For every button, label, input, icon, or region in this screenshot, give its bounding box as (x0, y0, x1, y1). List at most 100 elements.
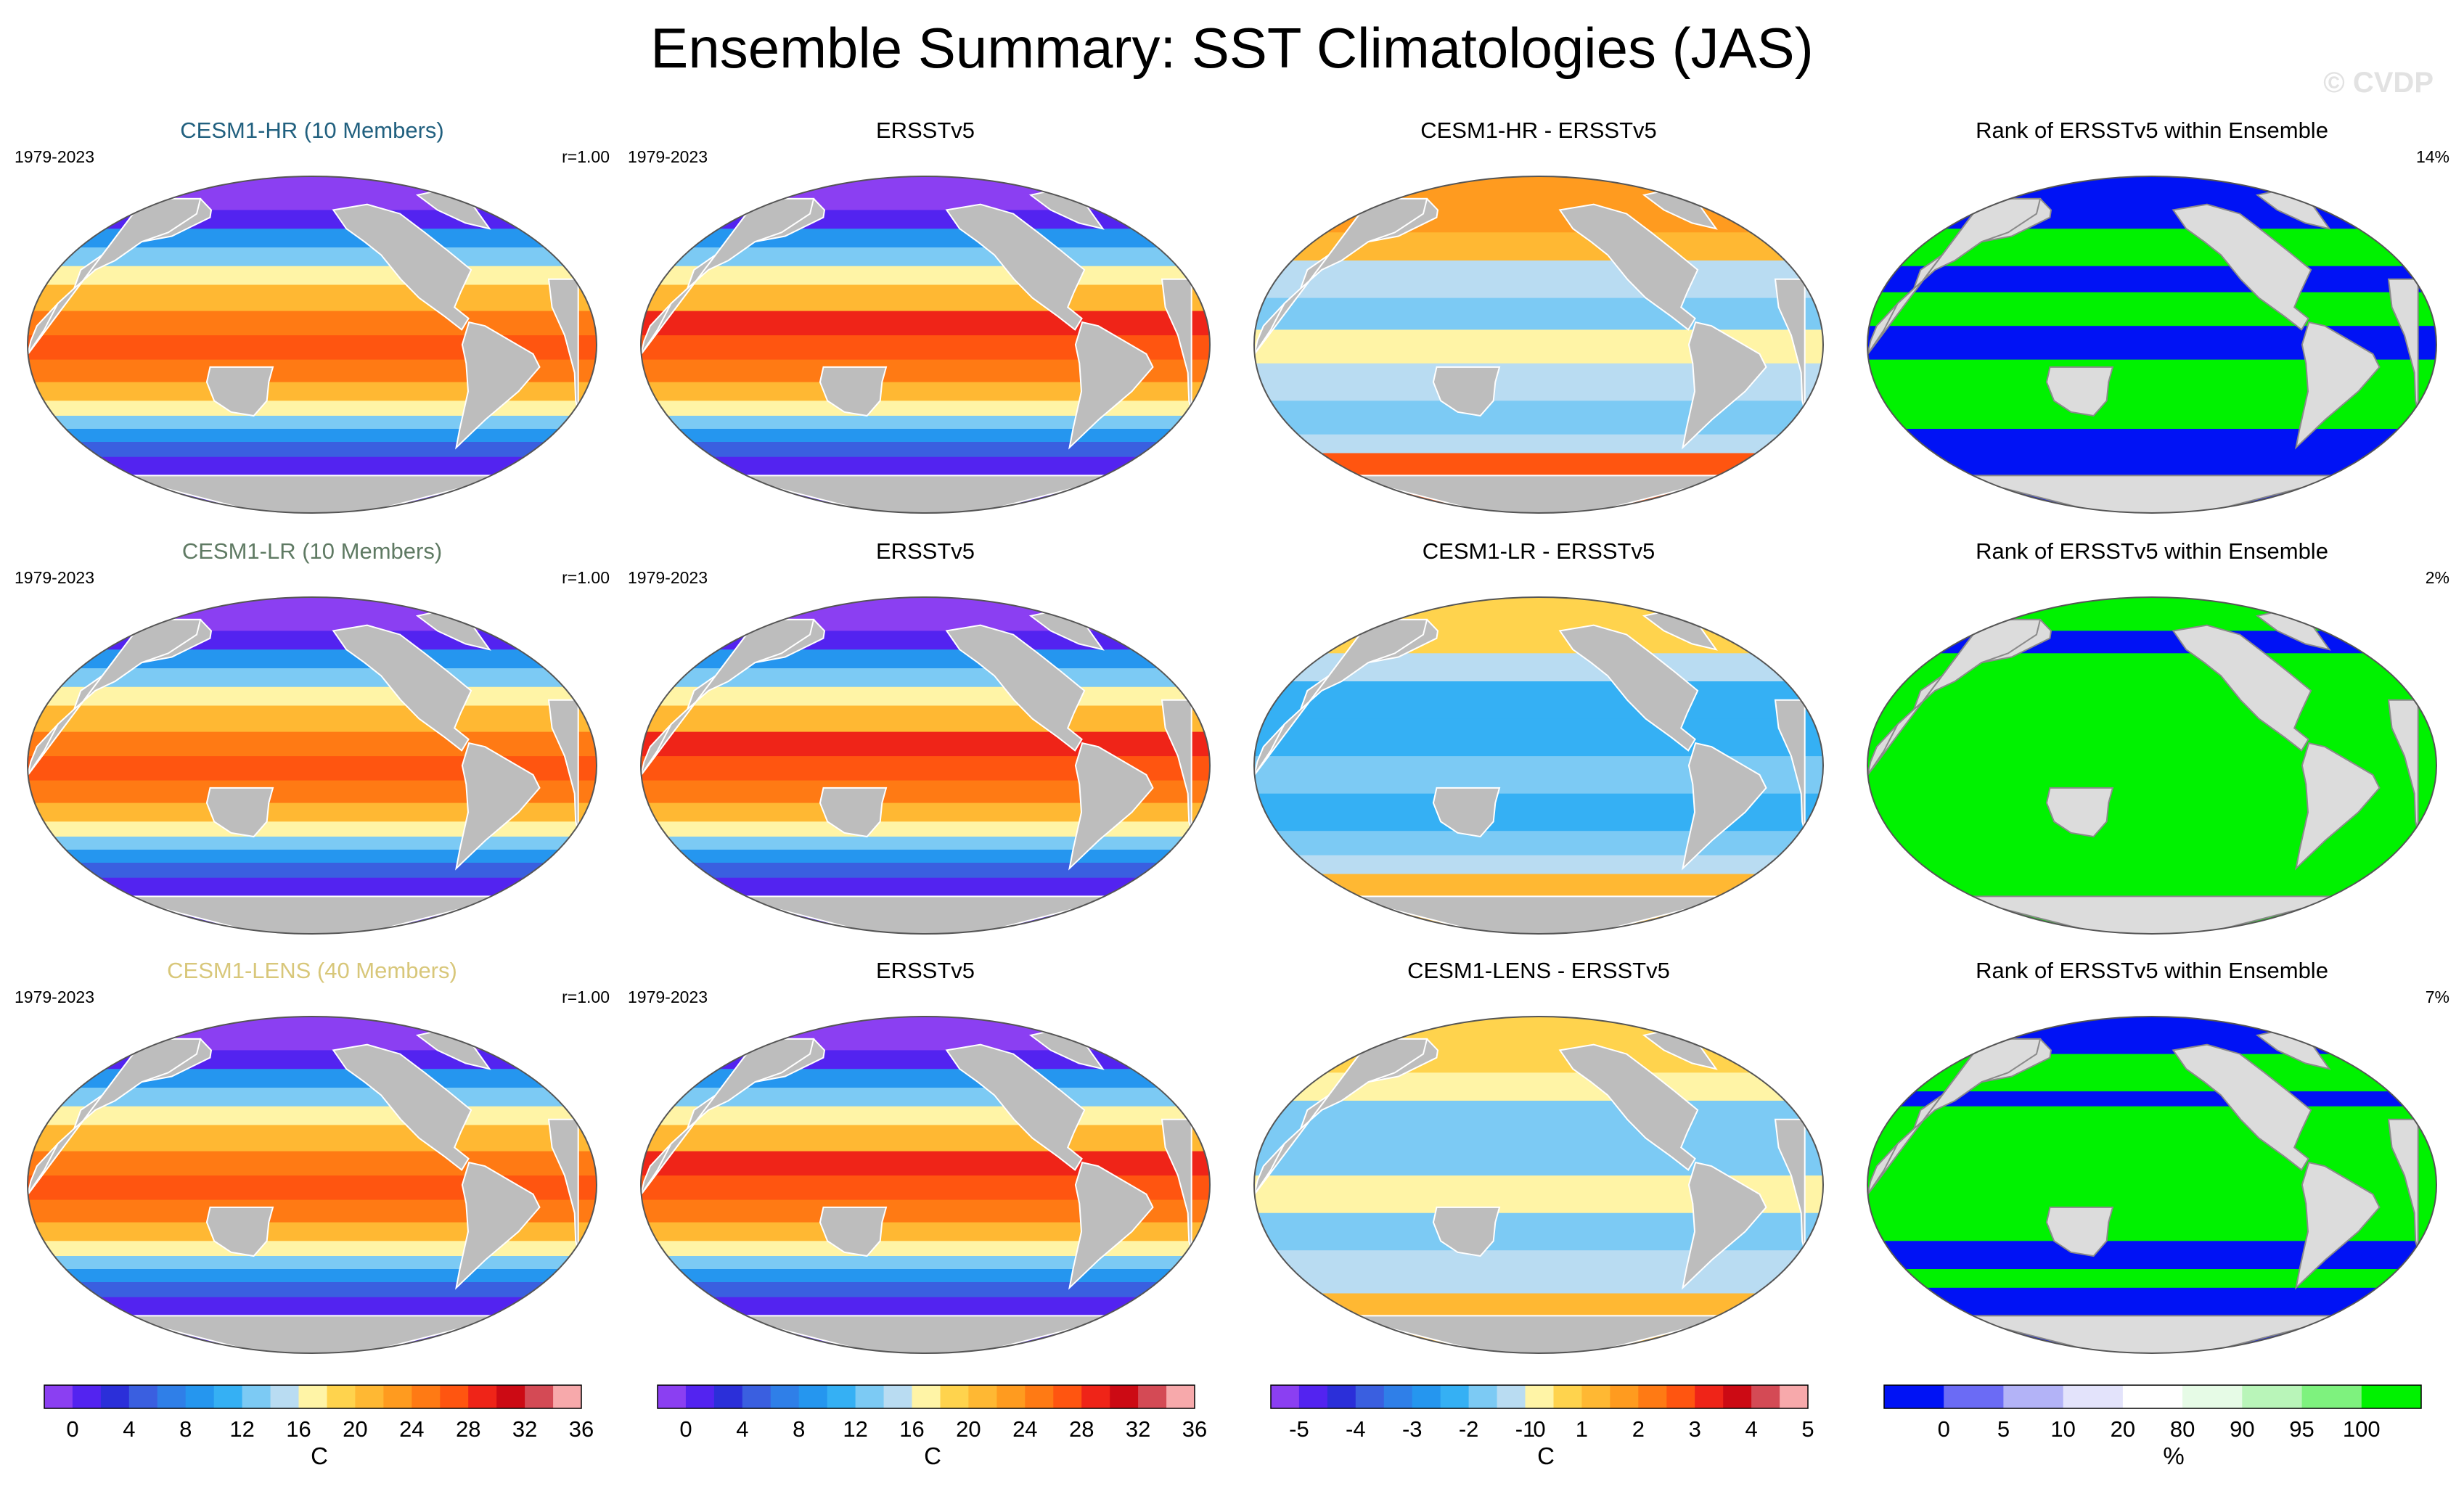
colorbar-swatch (1497, 1385, 1526, 1408)
panel-title: ERSSTv5 (875, 958, 975, 983)
land-mass (1161, 278, 1192, 411)
land-mass (727, 1315, 1123, 1353)
map-outline (1253, 1016, 1824, 1354)
world-map (27, 176, 597, 514)
colorbar-tick-label: 4 (1745, 1416, 1758, 1442)
land-mass (205, 366, 274, 417)
land-mass (1682, 321, 1767, 450)
land-mass (1341, 1315, 1737, 1353)
land-mass (2045, 366, 2114, 417)
colorbar-swatch (713, 1385, 743, 1408)
colorbar-tick-label: 90 (2230, 1416, 2255, 1442)
land-mass (2172, 203, 2312, 331)
colorbar-swatch (72, 1385, 102, 1408)
colorbar-tick-label: 20 (2110, 1416, 2136, 1442)
ocean-zone (1867, 1241, 2436, 1270)
ocean-zone (28, 1017, 597, 1051)
ocean-zone (641, 176, 1210, 211)
world-map (640, 596, 1211, 935)
stat-label: 7% (2425, 988, 2449, 1006)
land-mass (114, 475, 510, 513)
land-mass (1774, 699, 1806, 832)
ocean-zone (28, 284, 597, 312)
colorbar-tick-label: 28 (455, 1416, 481, 1442)
ocean-zone (1254, 855, 1823, 875)
land-mass (1954, 895, 2350, 934)
land-mass (1432, 366, 1501, 417)
period-label: 1979-2023 (628, 988, 708, 1006)
ocean-zone (28, 649, 597, 669)
ocean-zone (28, 863, 597, 879)
figure-title: Ensemble Summary: SST Climatologies (JAS… (650, 16, 1814, 80)
world-map (1867, 176, 2437, 514)
ocean-zone (641, 429, 1210, 443)
colorbar-tick-label: 12 (229, 1416, 255, 1442)
ocean-zone (641, 1069, 1210, 1088)
colorbar-swatch (1525, 1385, 1554, 1408)
colorbar-swatch (1166, 1385, 1195, 1408)
land-mass (2387, 699, 2419, 832)
land-mass (1254, 618, 1428, 776)
colorbar-swatch (1581, 1385, 1610, 1408)
map-outline (640, 596, 1211, 935)
ocean-zone (1867, 1017, 2436, 1055)
colorbar-swatch (1440, 1385, 1470, 1408)
colorbar-swatch (1412, 1385, 1441, 1408)
colorbar-swatch (2122, 1385, 2183, 1408)
period-label: 1979-2023 (15, 147, 94, 166)
colorbar-unit: C (924, 1442, 941, 1469)
colorbar-tick-label: 4 (123, 1416, 136, 1442)
colorbar-swatch (100, 1385, 130, 1408)
colorbar-swatch (525, 1385, 554, 1408)
colorbar-swatch (327, 1385, 356, 1408)
land-mass (1254, 197, 1428, 355)
land-mass (1954, 1315, 2350, 1353)
land-mass (28, 618, 202, 776)
map-panel: Rank of ERSSTv5 within Ensemble 2% (1854, 537, 2449, 943)
land-mass (28, 197, 202, 355)
ocean-zone (28, 311, 597, 337)
ocean-zone (641, 266, 1210, 286)
land-mass (455, 1161, 541, 1290)
colorbar-swatch (1355, 1385, 1385, 1408)
colorbar-swatch (157, 1385, 187, 1408)
colorbar-tick-label: 0 (1937, 1416, 1950, 1442)
colorbar: 0 4 8 12 16 20 24 28 32 36 C (44, 1384, 595, 1471)
world-map (640, 176, 1211, 514)
land-mass (641, 618, 815, 776)
colorbar-swatch (496, 1385, 525, 1408)
colorbar-swatch (2361, 1385, 2422, 1408)
colorbar-tick-label: 95 (2289, 1416, 2314, 1442)
world-map (27, 1016, 597, 1354)
map-panel: CESM1-LR - ERSSTv5 (1241, 537, 1836, 943)
colorbar-swatch (770, 1385, 800, 1408)
land-mass (1161, 1118, 1192, 1251)
land-mass (332, 624, 472, 752)
ocean-zone (28, 821, 597, 837)
map-outline (640, 1016, 1211, 1354)
ocean-zone (28, 705, 597, 733)
map-panel: Rank of ERSSTv5 within Ensemble 14% (1854, 116, 2449, 522)
colorbar-frame (657, 1384, 1195, 1409)
ocean-zone (1867, 401, 2436, 430)
colorbar: 0 4 8 12 16 20 24 28 32 36 C (657, 1384, 1208, 1471)
map-outline (1867, 1016, 2437, 1354)
colorbar-swatch (827, 1385, 856, 1408)
ocean-zone (28, 429, 597, 443)
land-mass (641, 197, 815, 355)
land-mass (455, 742, 541, 871)
colorbar-swatch (1110, 1385, 1139, 1408)
ocean-zone (1254, 1274, 1823, 1294)
panel-title: CESM1-LENS (40 Members) (167, 958, 457, 983)
world-map (1253, 596, 1824, 935)
ocean-zone (641, 631, 1210, 651)
colorbar-tick-label: 20 (343, 1416, 368, 1442)
map-panel: ERSSTv5 1979-2023 (628, 956, 1223, 1363)
ocean-zone (1254, 831, 1823, 856)
ocean-zone (28, 1256, 597, 1270)
colorbar-tick-label: -5 (1289, 1416, 1309, 1442)
ocean-zone (28, 850, 597, 863)
ocean-zone (28, 229, 597, 248)
ocean-zone (641, 863, 1210, 879)
colorbar-swatch (553, 1385, 582, 1408)
